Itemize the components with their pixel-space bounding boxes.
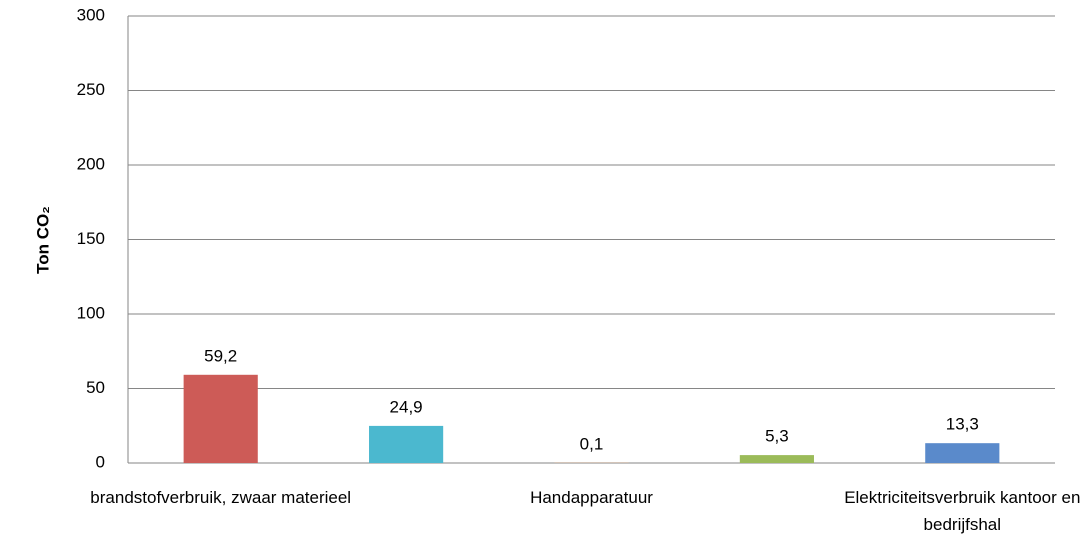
data-label: 59,2 bbox=[204, 346, 237, 365]
y-tick-label: 50 bbox=[86, 378, 105, 397]
x-tick-label: brandstofverbruik, zwaar materieel bbox=[90, 488, 352, 507]
data-label: 0,1 bbox=[580, 434, 604, 453]
y-tick-label: 0 bbox=[96, 452, 105, 471]
y-tick-label: 100 bbox=[77, 303, 105, 322]
data-label: 24,9 bbox=[390, 397, 423, 416]
bar bbox=[925, 443, 1000, 463]
y-tick-label: 150 bbox=[77, 229, 105, 248]
x-tick-label: Elektriciteitsverbruik kantoor en bedrij… bbox=[844, 488, 1081, 534]
data-label: 13,3 bbox=[946, 415, 979, 434]
y-tick-label: 200 bbox=[77, 154, 105, 173]
bar bbox=[369, 425, 444, 463]
bar bbox=[183, 374, 258, 463]
x-tick-label: Handapparatuur bbox=[530, 488, 653, 507]
bar bbox=[739, 455, 814, 463]
y-axis-title: Ton CO₂ bbox=[33, 206, 52, 274]
data-label: 5,3 bbox=[765, 427, 789, 446]
y-tick-label: 250 bbox=[77, 80, 105, 99]
y-tick-label: 300 bbox=[77, 5, 105, 24]
